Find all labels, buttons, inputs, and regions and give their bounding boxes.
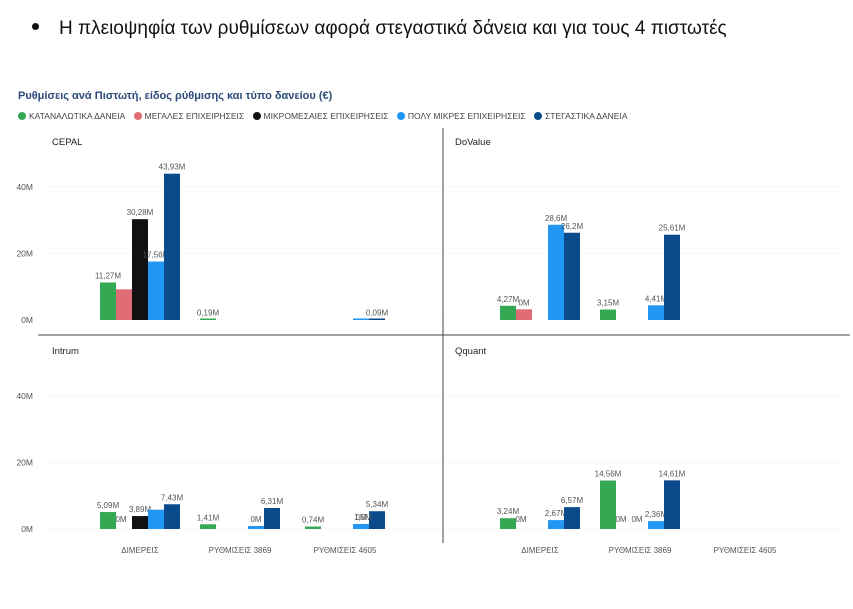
- data-label: 6,31M: [261, 497, 284, 506]
- data-label: 43,93M: [159, 163, 186, 172]
- bar-cepal-g0-s4: [164, 173, 180, 320]
- bar-dovalue-g0-s3: [548, 224, 564, 320]
- bar-intrum-g0-s2: [132, 516, 148, 529]
- bar-intrum-g0-s3: [148, 509, 164, 529]
- bullet-icon: [32, 23, 39, 31]
- bar-intrum-g2-s3: [353, 524, 369, 529]
- y-tick-label: 40M: [16, 182, 33, 192]
- data-label: 4,41M: [645, 294, 668, 303]
- x-category-label: ΡΥΘΜΙΣΕΙΣ 3869: [609, 546, 672, 555]
- data-label: 26,2M: [561, 222, 584, 231]
- x-category-label: ΡΥΘΜΙΣΕΙΣ 4605: [314, 546, 377, 555]
- data-label: 14,56M: [595, 470, 622, 479]
- data-label: 11,27M: [95, 271, 121, 280]
- bar-intrum-g2-s4: [369, 511, 385, 529]
- bar-dovalue-g0-s4: [564, 232, 580, 320]
- data-label: 0M: [631, 515, 642, 524]
- data-label: 4,27M: [497, 295, 520, 304]
- data-label: 3,15M: [597, 299, 620, 308]
- panel-label-qquant: Qquant: [455, 346, 487, 357]
- bar-intrum-g0-s0: [100, 512, 116, 529]
- y-tick-label: 20M: [16, 457, 33, 467]
- bar-qquant-g1-s0: [600, 480, 616, 529]
- legend-item-consumer: ΚΑΤΑΝΑΛΩΤΙΚΑ ΔΑΝΕΙΑ: [18, 111, 125, 121]
- x-category-label: ΡΥΘΜΙΣΕΙΣ 4605: [714, 546, 777, 555]
- bar-intrum-g2-s0: [305, 526, 321, 529]
- data-label: 2,67M: [545, 509, 568, 518]
- x-category-label: ΔΙΜΕΡΕΙΣ: [521, 546, 558, 555]
- data-label: 3,89M: [129, 505, 152, 514]
- data-label: 0M: [515, 515, 526, 524]
- bar-cepal-g0-s2: [132, 219, 148, 320]
- data-label: 7,43M: [161, 493, 184, 502]
- data-label: 0M: [355, 513, 366, 522]
- x-category-label: ΡΥΘΜΙΣΕΙΣ 3869: [209, 546, 272, 555]
- legend-item-mortgage: ΣΤΕΓΑΣΤΙΚΑ ΔΑΝΕΙΑ: [534, 111, 628, 121]
- bar-cepal-g2-s4: [369, 318, 385, 320]
- legend-dot-icon: [396, 111, 405, 120]
- data-label: 5,34M: [366, 500, 389, 509]
- bar-cepal-g0-s0: [100, 282, 116, 320]
- bar-qquant-g1-s4: [664, 480, 680, 529]
- x-category-label: ΔΙΜΕΡΕΙΣ: [121, 546, 158, 555]
- legend-dot-icon: [133, 111, 142, 120]
- y-tick-label: 40M: [16, 391, 33, 401]
- data-label: 0,74M: [302, 516, 325, 525]
- legend-item-large-business: ΜΕΓΑΛΕΣ ΕΠΙΧΕΙΡΗΣΕΙΣ: [133, 111, 244, 121]
- bar-cepal-g0-s1: [116, 289, 132, 320]
- data-label: 0M: [615, 515, 626, 524]
- bar-dovalue-g0-s1: [516, 309, 532, 320]
- chart-legend: ΚΑΤΑΝΑΛΩΤΙΚΑ ΔΑΝΕΙΑ ΜΕΓΑΛΕΣ ΕΠΙΧΕΙΡΗΣΕΙΣ…: [18, 111, 634, 121]
- data-label: 2,36M: [645, 510, 668, 519]
- slide-bullet: Η πλειοψηφία των ρυθμίσεων αφορά στεγαστ…: [32, 18, 727, 40]
- bar-intrum-g1-s0: [200, 524, 216, 529]
- bar-qquant-g0-s0: [500, 518, 516, 529]
- bar-intrum-g1-s3: [248, 526, 264, 529]
- y-tick-label: 0M: [21, 315, 33, 325]
- panel-label-dovalue: DoValue: [455, 137, 491, 148]
- data-label: 1,5M: [354, 513, 372, 522]
- bar-dovalue-g1-s0: [600, 309, 616, 320]
- bar-dovalue-g1-s4: [664, 234, 680, 320]
- data-label: 0,09M: [366, 309, 389, 318]
- data-label: 0M: [250, 515, 261, 524]
- chart-title: Ρυθμίσεις ανά Πιστωτή, είδος ρύθμισης κα…: [18, 90, 333, 102]
- legend-item-sme: ΜΙΚΡΟΜΕΣΑΙΕΣ ΕΠΙΧΕΙΡΗΣΕΙΣ: [252, 111, 388, 121]
- data-label: 14,61M: [659, 469, 686, 478]
- bar-cepal-g2-s3: [353, 318, 369, 320]
- bar-qquant-g0-s3: [548, 520, 564, 529]
- bar-intrum-g0-s4: [164, 504, 180, 529]
- bar-cepal-g0-s3: [148, 261, 164, 320]
- bar-qquant-g1-s3: [648, 521, 664, 529]
- legend-dot-icon: [534, 111, 543, 120]
- data-label: 6,57M: [561, 496, 584, 505]
- legend-dot-icon: [18, 111, 26, 120]
- data-label: 5,09M: [97, 501, 120, 510]
- bar-cepal-g1-s0: [200, 318, 216, 320]
- slide-bullet-text: Η πλειοψηφία των ρυθμίσεων αφορά στεγαστ…: [59, 18, 727, 39]
- legend-dot-icon: [252, 111, 261, 120]
- bar-intrum-g1-s4: [264, 507, 280, 529]
- y-tick-label: 0M: [21, 524, 33, 534]
- panel-label-intrum: Intrum: [52, 346, 79, 357]
- bar-qquant-g0-s4: [564, 507, 580, 529]
- data-label: 25,61M: [659, 224, 686, 233]
- data-label: 0,19M: [197, 308, 220, 317]
- bar-dovalue-g0-s0: [500, 305, 516, 320]
- data-label: 17,56M: [143, 251, 170, 260]
- data-label: 3,24M: [497, 507, 520, 516]
- y-tick-label: 20M: [16, 248, 33, 258]
- data-label: 28,6M: [545, 214, 568, 223]
- data-label: 0M: [518, 298, 529, 307]
- bar-dovalue-g1-s3: [648, 305, 664, 320]
- data-label: 30,28M: [127, 208, 154, 217]
- data-label: 1,41M: [197, 513, 220, 522]
- data-label: 0M: [115, 515, 126, 524]
- legend-item-micro-business: ΠΟΛΥ ΜΙΚΡΕΣ ΕΠΙΧΕΙΡΗΣΕΙΣ: [396, 111, 526, 121]
- panel-label-cepal: CEPAL: [52, 137, 82, 148]
